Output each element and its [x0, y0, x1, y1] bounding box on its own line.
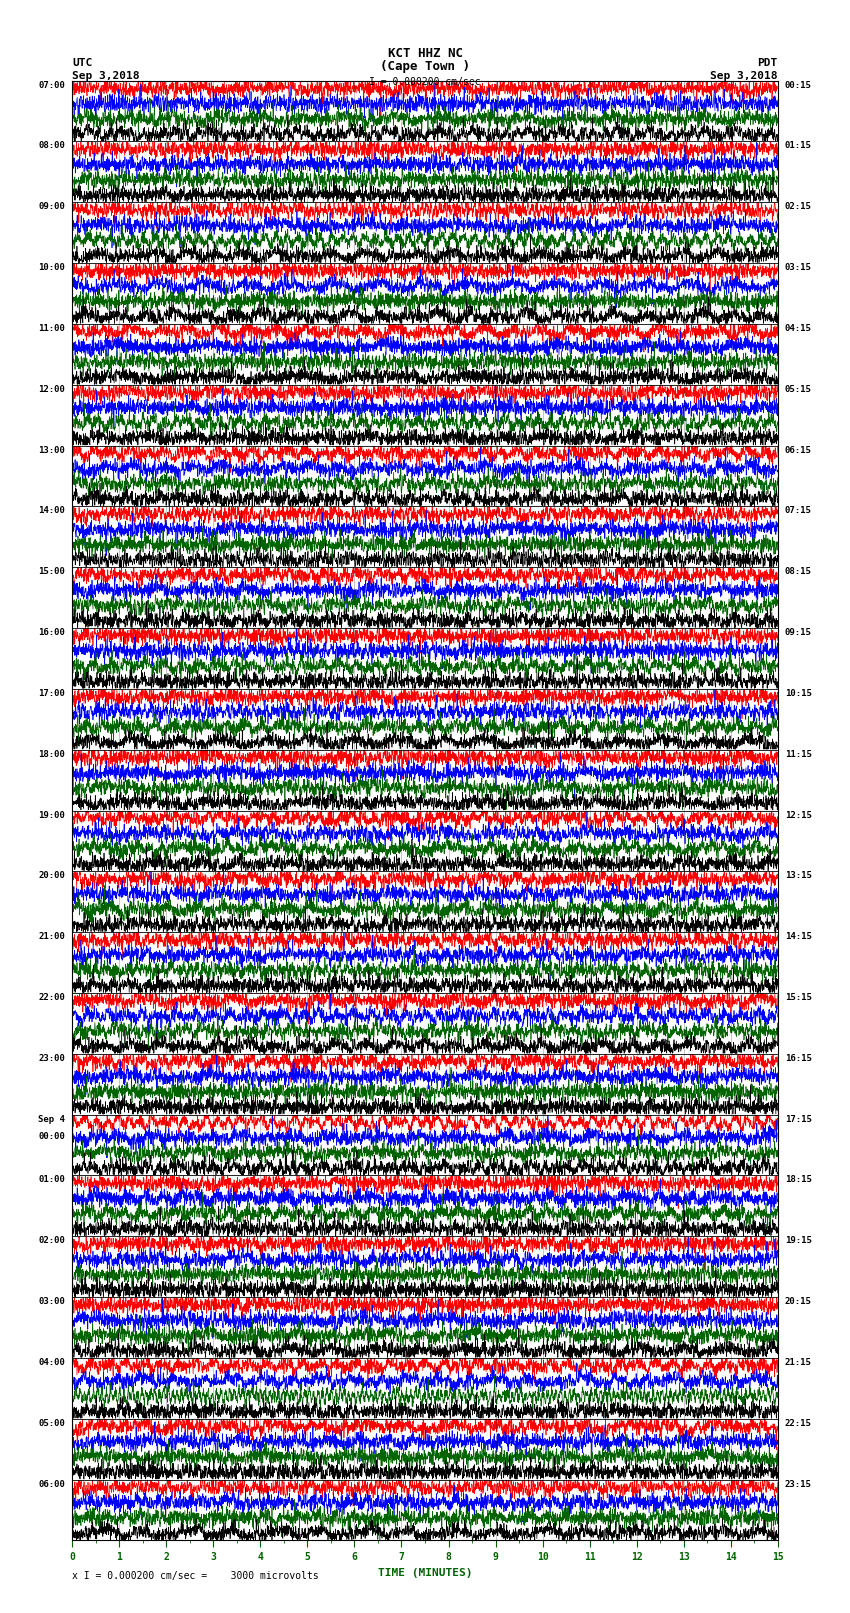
Text: 08:00: 08:00 [38, 142, 65, 150]
Text: 12:00: 12:00 [38, 386, 65, 394]
Text: Sep 3,2018: Sep 3,2018 [711, 71, 778, 81]
Text: 03:00: 03:00 [38, 1297, 65, 1307]
Text: 07:15: 07:15 [785, 506, 812, 516]
Text: 20:00: 20:00 [38, 871, 65, 881]
Text: 23:00: 23:00 [38, 1053, 65, 1063]
Text: Sep 4: Sep 4 [38, 1115, 65, 1124]
X-axis label: TIME (MINUTES): TIME (MINUTES) [377, 1568, 473, 1578]
Text: 09:15: 09:15 [785, 627, 812, 637]
Text: 08:15: 08:15 [785, 568, 812, 576]
Text: 03:15: 03:15 [785, 263, 812, 273]
Text: 22:15: 22:15 [785, 1419, 812, 1428]
Text: 21:00: 21:00 [38, 932, 65, 940]
Text: 06:00: 06:00 [38, 1479, 65, 1489]
Text: 20:15: 20:15 [785, 1297, 812, 1307]
Text: 05:00: 05:00 [38, 1419, 65, 1428]
Text: 14:00: 14:00 [38, 506, 65, 516]
Text: 10:15: 10:15 [785, 689, 812, 698]
Text: I = 0.000200 cm/sec: I = 0.000200 cm/sec [369, 77, 481, 87]
Text: Sep 3,2018: Sep 3,2018 [72, 71, 139, 81]
Text: 15:00: 15:00 [38, 568, 65, 576]
Text: x I = 0.000200 cm/sec =    3000 microvolts: x I = 0.000200 cm/sec = 3000 microvolts [72, 1571, 319, 1581]
Text: UTC: UTC [72, 58, 93, 68]
Text: 01:15: 01:15 [785, 142, 812, 150]
Text: 02:00: 02:00 [38, 1236, 65, 1245]
Text: 11:15: 11:15 [785, 750, 812, 758]
Text: (Cape Town ): (Cape Town ) [380, 60, 470, 73]
Text: 10:00: 10:00 [38, 263, 65, 273]
Text: 00:15: 00:15 [785, 81, 812, 90]
Text: 18:15: 18:15 [785, 1176, 812, 1184]
Text: 12:15: 12:15 [785, 810, 812, 819]
Text: 13:15: 13:15 [785, 871, 812, 881]
Text: 19:15: 19:15 [785, 1236, 812, 1245]
Text: 00:00: 00:00 [38, 1132, 65, 1140]
Text: 18:00: 18:00 [38, 750, 65, 758]
Text: 16:00: 16:00 [38, 627, 65, 637]
Text: 21:15: 21:15 [785, 1358, 812, 1366]
Text: 13:00: 13:00 [38, 445, 65, 455]
Text: 19:00: 19:00 [38, 810, 65, 819]
Text: 09:00: 09:00 [38, 202, 65, 211]
Text: 15:15: 15:15 [785, 994, 812, 1002]
Text: 04:00: 04:00 [38, 1358, 65, 1366]
Text: KCT HHZ NC: KCT HHZ NC [388, 47, 462, 60]
Text: 02:15: 02:15 [785, 202, 812, 211]
Text: 23:15: 23:15 [785, 1479, 812, 1489]
Text: 07:00: 07:00 [38, 81, 65, 90]
Text: 17:00: 17:00 [38, 689, 65, 698]
Text: 22:00: 22:00 [38, 994, 65, 1002]
Text: 04:15: 04:15 [785, 324, 812, 332]
Text: 05:15: 05:15 [785, 386, 812, 394]
Text: 17:15: 17:15 [785, 1115, 812, 1124]
Text: 01:00: 01:00 [38, 1176, 65, 1184]
Text: PDT: PDT [757, 58, 778, 68]
Text: 06:15: 06:15 [785, 445, 812, 455]
Text: 11:00: 11:00 [38, 324, 65, 332]
Text: 16:15: 16:15 [785, 1053, 812, 1063]
Text: 14:15: 14:15 [785, 932, 812, 940]
